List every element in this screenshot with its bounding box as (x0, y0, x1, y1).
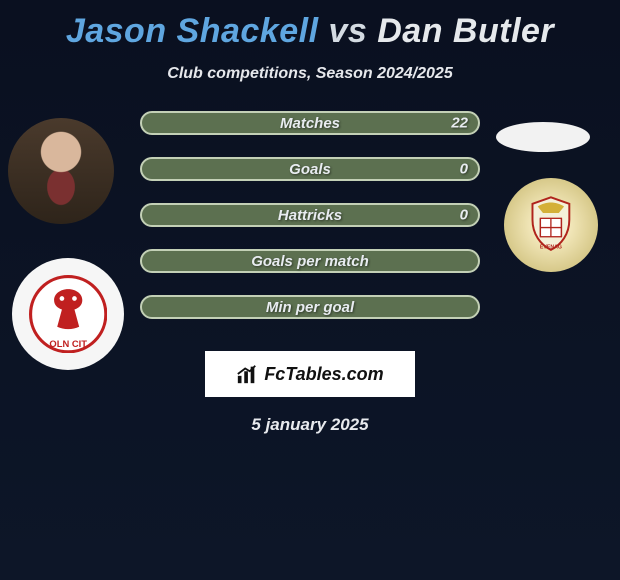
stat-label: Hattricks (278, 207, 342, 224)
stat-label: Goals (289, 161, 331, 178)
title-player2: Dan Butler (377, 12, 554, 50)
title-vs: vs (328, 12, 367, 50)
stat-row-min-per-goal: Min per goal (140, 295, 480, 319)
brand-box[interactable]: FcTables.com (205, 351, 415, 397)
stat-right-value: 0 (460, 207, 468, 224)
date-label: 5 january 2025 (0, 415, 620, 435)
stat-row-hattricks: Hattricks 0 (140, 203, 480, 227)
stat-row-goals-per-match: Goals per match (140, 249, 480, 273)
stat-row-matches: Matches 22 (140, 111, 480, 135)
stat-right-value: 22 (451, 115, 468, 132)
stat-label: Min per goal (266, 299, 354, 316)
stats-list: Matches 22 Goals 0 Hattricks 0 Goals per… (140, 111, 480, 319)
stat-label: Goals per match (251, 253, 369, 270)
stat-row-goals: Goals 0 (140, 157, 480, 181)
subtitle: Club competitions, Season 2024/2025 (0, 65, 620, 83)
title-player1: Jason Shackell (66, 12, 319, 50)
page-title: Jason Shackell vs Dan Butler (0, 0, 620, 51)
brand-label: FcTables.com (264, 364, 383, 385)
stat-label: Matches (280, 115, 340, 132)
stats-panel: Matches 22 Goals 0 Hattricks 0 Goals per… (0, 111, 620, 435)
chart-icon (236, 363, 258, 385)
stat-right-value: 0 (460, 161, 468, 178)
